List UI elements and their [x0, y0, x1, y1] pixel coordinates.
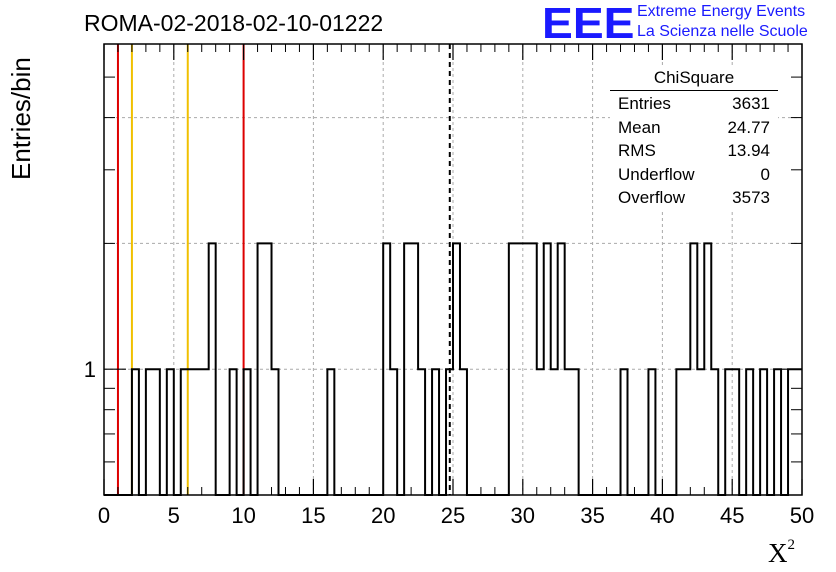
x-tick-label: 0: [98, 503, 110, 528]
x-tick-label: 20: [371, 503, 395, 528]
stats-label-overflow: Overflow: [618, 188, 686, 207]
stats-value-rms: 13.94: [727, 141, 770, 160]
stats-title: ChiSquare: [653, 68, 735, 87]
chart-title: ROMA-02-2018-02-10-01222: [84, 10, 384, 36]
eee-logo: EEE: [542, 0, 635, 48]
stats-label-rms: RMS: [618, 141, 656, 160]
stats-value-mean: 24.77: [727, 117, 770, 137]
y-tick-label: 1: [84, 357, 96, 382]
stats-title-underline: [610, 90, 778, 91]
stats-label-mean: Mean: [618, 117, 661, 137]
x-axis-label-sup: 2: [787, 537, 796, 553]
stats-value-overflow: 3573: [732, 188, 770, 207]
histogram-outline: [104, 242, 802, 496]
stats-value-underflow: 0: [760, 164, 770, 184]
x-tick-label: 45: [720, 503, 744, 528]
x-tick-label: 25: [441, 503, 465, 528]
logo-caption-line2: La Scienza nelle Scuole: [637, 23, 808, 40]
stats-value-entries: 3631: [732, 94, 770, 113]
x-tick-label: 15: [301, 503, 325, 528]
x-tick-label: 35: [580, 503, 604, 528]
stats-label-underflow: Underflow: [618, 164, 695, 184]
logo-caption-line1: Extreme Energy Events: [637, 3, 806, 20]
x-tick-label: 10: [231, 503, 255, 528]
x-axis-label-main: X: [768, 538, 788, 568]
reference-lines: [116, 44, 451, 495]
x-axis-label: X2: [768, 537, 796, 569]
stats-label-entries: Entries: [618, 94, 671, 113]
axis-tick-labels: 0 5 10 15 20 25 30 35 40 45 50 1: [84, 357, 814, 528]
x-tick-label: 50: [790, 503, 814, 528]
x-tick-label: 40: [650, 503, 674, 528]
x-tick-label: 30: [511, 503, 535, 528]
axis-ticks: [103, 44, 803, 495]
x-tick-label: 5: [168, 503, 180, 528]
stats-box: ChiSquare Entries 3631 Mean 24.77 RMS 13.94 Un…: [610, 66, 778, 212]
